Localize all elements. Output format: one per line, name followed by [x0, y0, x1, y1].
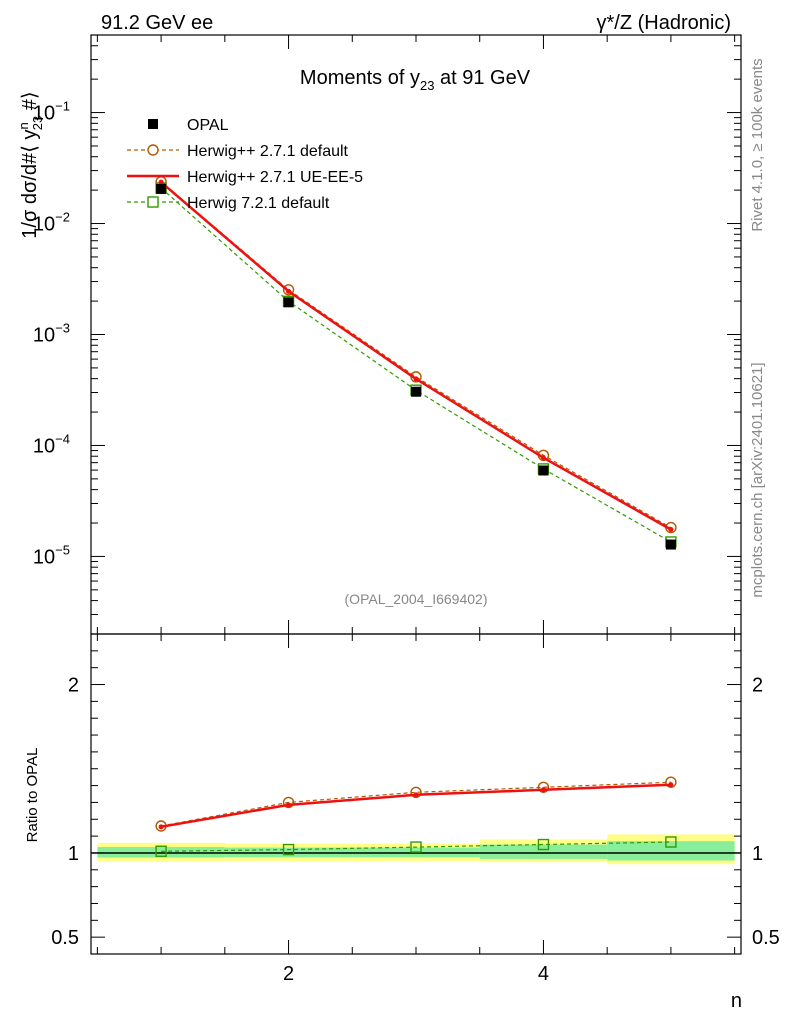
legend-label: Herwig++ 2.7.1 UE-EE-5: [187, 169, 363, 186]
header-left: 91.2 GeV ee: [101, 12, 213, 34]
data-point-opal: [665, 539, 676, 550]
ratio-axes: 2 2 1 1 0.5 0.5 2 4: [51, 634, 780, 985]
marker-ue-ee-5: [668, 782, 674, 788]
series-line-herwig7-default: [160, 187, 672, 543]
series-line-herwig7-default: [161, 841, 671, 852]
legend-marker-herwig7-default: [147, 196, 159, 208]
marker-herwig7-default: [537, 838, 550, 851]
band-green: [479, 844, 608, 859]
main-axes: 10−1 10−2 10−3 10−4 10−5: [33, 34, 741, 635]
legend-label: Herwig++ 2.7.1 default: [187, 143, 349, 160]
marker-ue-ee-5: [286, 288, 292, 294]
ratio-y-tick-label-right: 0.5: [752, 927, 780, 949]
ratio-y-tick-label: 1: [68, 843, 79, 865]
band-green: [607, 841, 735, 861]
rivet-label: Rivet 4.1.0, ≥ 100k events: [749, 58, 766, 231]
marker-ue-ee-5: [668, 526, 674, 532]
marker-ue-ee-5: [286, 802, 292, 808]
ratio-y-tick-label: 2: [68, 675, 79, 697]
legend-label: Herwig 7.2.1 default: [187, 195, 330, 212]
main-series: [155, 176, 677, 550]
y-tick-label: 10−4: [33, 431, 70, 457]
data-point-opal: [283, 297, 294, 308]
x-tick-label: 4: [538, 963, 549, 985]
marker-ue-ee-5: [540, 787, 546, 793]
data-point-opal: [411, 386, 421, 397]
y-tick-label: 10−3: [33, 321, 70, 347]
main-title: Moments of y23 at 91 GeV: [300, 67, 531, 93]
marker-ue-ee-5: [413, 376, 419, 382]
marker-ue-ee-5: [540, 455, 546, 461]
marker-ue-ee-5: [158, 824, 164, 830]
legend: OPAL Herwig++ 2.7.1 default Herwig++ 2.7.1…: [127, 117, 363, 212]
mcplots-label: mcplots.cern.ch [arXiv:2401.10621]: [749, 362, 766, 597]
header-right: γ*/Z (Hadronic): [597, 12, 731, 34]
y-tick-label: 10−2: [33, 210, 70, 236]
legend-label: OPAL: [187, 117, 229, 134]
marker-ue-ee-5: [413, 792, 419, 798]
ratio-frame: [90, 633, 742, 955]
y-tick-label: 10−1: [33, 99, 70, 125]
x-tick-label: 2: [283, 963, 294, 985]
y-tick-label: 10−5: [33, 542, 70, 568]
ratio-y-tick-label-right: 2: [752, 675, 763, 697]
legend-marker-opal: [148, 119, 158, 129]
series-line-herwigpp-default: [160, 781, 671, 827]
x-axis-label: n: [731, 990, 742, 1012]
ratio-y-tick-label-right: 1: [752, 843, 763, 865]
data-point-opal: [156, 183, 167, 194]
marker-herwig7-default: [410, 841, 422, 853]
marker-herwig7-default: [282, 843, 295, 856]
series-line-ue-ee-5: [160, 783, 671, 829]
marker-herwigpp-default: [282, 284, 295, 296]
analysis-id: (OPAL_2004_I669402): [345, 591, 488, 607]
marker-herwig7-default: [665, 836, 677, 848]
ratio-ylabel: Ratio to OPAL: [24, 748, 41, 843]
marker-herwig7-default: [155, 845, 167, 857]
series-line-ue-ee-5: [160, 181, 672, 531]
ratio-y-tick-label: 0.5: [51, 927, 79, 949]
data-point-opal: [538, 465, 549, 476]
series-line-herwigpp-default: [160, 181, 672, 529]
ratio-bands: [91, 834, 741, 865]
main-ylabel: 1/σ dσ/d#⟨ yn23 #⟩: [16, 91, 45, 238]
marker-ue-ee-5: [158, 179, 164, 185]
legend-marker-herwigpp-default: [147, 144, 159, 156]
ratio-series: [155, 776, 677, 857]
